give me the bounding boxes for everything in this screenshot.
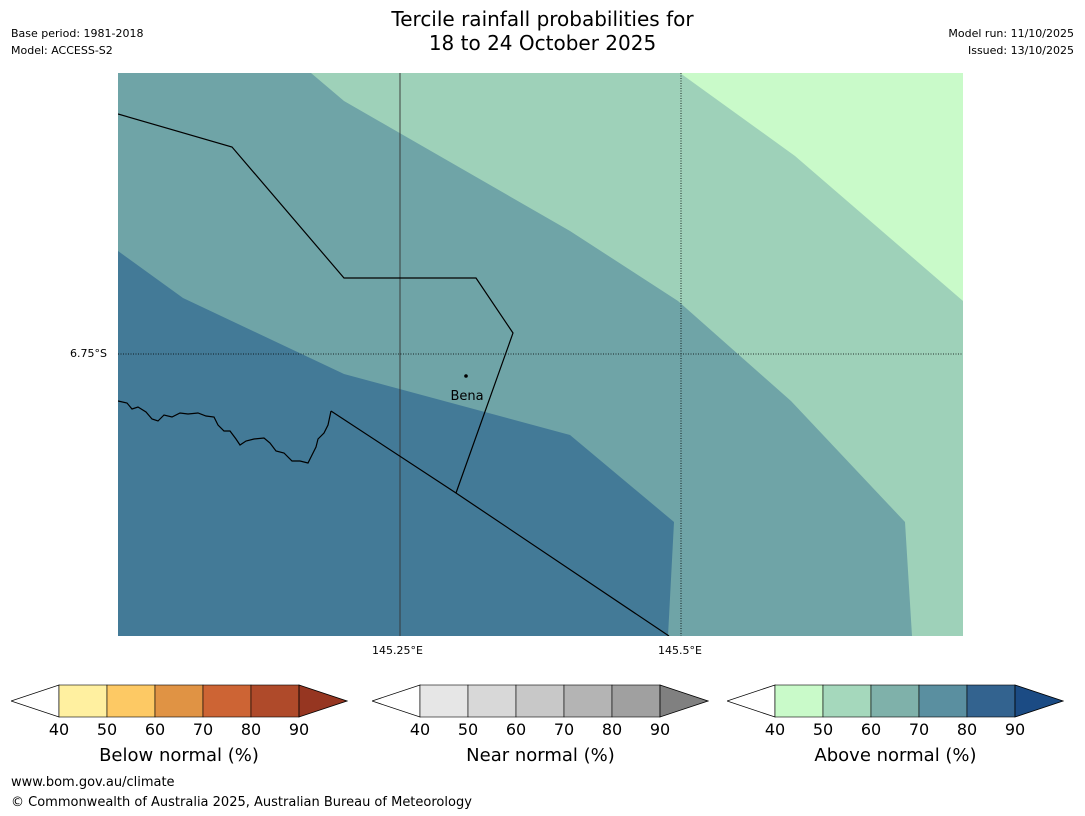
tick-70: 70 bbox=[908, 720, 930, 739]
footer-copyright: © Commonwealth of Australia 2025, Austra… bbox=[11, 795, 472, 810]
tick-90: 90 bbox=[649, 720, 671, 739]
colorbar-title: Below normal (%) bbox=[99, 745, 259, 766]
swatch-60-70 bbox=[870, 684, 920, 718]
tick-50: 50 bbox=[457, 720, 479, 739]
bena-marker[interactable] bbox=[464, 374, 468, 378]
tick-80: 80 bbox=[956, 720, 978, 739]
tick-40: 40 bbox=[764, 720, 786, 739]
tick-60: 60 bbox=[860, 720, 882, 739]
tick-40: 40 bbox=[48, 720, 70, 739]
forecast-map[interactable]: Bena bbox=[118, 73, 963, 636]
tick-50: 50 bbox=[812, 720, 834, 739]
swatch-70-80 bbox=[202, 684, 252, 718]
swatch-80-90 bbox=[611, 684, 661, 718]
title-line-2: 18 to 24 October 2025 bbox=[428, 31, 657, 55]
lon-label-1: 145.25°E bbox=[372, 644, 423, 657]
model-text: Model: ACCESS-S2 bbox=[11, 44, 113, 57]
colorbar-min-extend bbox=[725, 684, 776, 718]
swatch-60-70 bbox=[515, 684, 565, 718]
colorbar-max-extend bbox=[298, 684, 349, 718]
colorbar-above-normal: 40 50 60 70 80 90 Above normal (%) bbox=[725, 684, 1065, 766]
title-line-1: Tercile rainfall probabilities for bbox=[391, 7, 694, 31]
coastline bbox=[118, 400, 332, 464]
lat-label: 6.75°S bbox=[70, 347, 107, 360]
colorbar-below-swatches bbox=[9, 684, 349, 718]
colorbar-max-extend bbox=[659, 684, 710, 718]
colorbar-min-extend bbox=[9, 684, 60, 718]
model-run-text: Model run: 11/10/2025 bbox=[948, 27, 1074, 40]
colorbar-title: Above normal (%) bbox=[814, 745, 977, 766]
colorbar-title: Near normal (%) bbox=[466, 745, 615, 766]
colorbar-near-swatches bbox=[370, 684, 710, 718]
province-boundary bbox=[118, 113, 514, 494]
colorbar-below-normal: 40 50 60 70 80 90 Below normal (%) bbox=[9, 684, 349, 766]
colorbar-max-extend bbox=[1014, 684, 1065, 718]
tick-80: 80 bbox=[240, 720, 262, 739]
header-left: Base period: 1981-2018 Model: ACCESS-S2 bbox=[11, 25, 143, 59]
tick-60: 60 bbox=[505, 720, 527, 739]
province-boundary-south bbox=[330, 410, 670, 636]
colorbar-near-normal: 40 50 60 70 80 90 Near normal (%) bbox=[370, 684, 710, 766]
swatch-80-90 bbox=[966, 684, 1016, 718]
lon-label-2: 145.5°E bbox=[658, 644, 702, 657]
swatch-40-50 bbox=[58, 684, 108, 718]
swatch-40-50 bbox=[774, 684, 824, 718]
tick-50: 50 bbox=[96, 720, 118, 739]
base-period-text: Base period: 1981-2018 bbox=[11, 27, 144, 40]
place-label-bena: Bena bbox=[450, 389, 483, 404]
issued-text: Issued: 13/10/2025 bbox=[967, 44, 1074, 57]
swatch-70-80 bbox=[563, 684, 613, 718]
swatch-80-90 bbox=[250, 684, 300, 718]
tick-90: 90 bbox=[288, 720, 310, 739]
swatch-60-70 bbox=[154, 684, 204, 718]
page-title: Tercile rainfall probabilities for 18 to… bbox=[0, 7, 1085, 55]
colorbar-above-swatches bbox=[725, 684, 1065, 718]
swatch-50-60 bbox=[106, 684, 156, 718]
colorbar-min-extend bbox=[370, 684, 421, 718]
header-right: Model run: 11/10/2025 Issued: 13/10/2025 bbox=[948, 25, 1074, 59]
swatch-40-50 bbox=[419, 684, 469, 718]
swatch-70-80 bbox=[918, 684, 968, 718]
swatch-50-60 bbox=[822, 684, 872, 718]
tick-80: 80 bbox=[601, 720, 623, 739]
zone-above-70-80 bbox=[118, 251, 674, 636]
footer-url[interactable]: www.bom.gov.au/climate bbox=[11, 775, 175, 790]
tick-70: 70 bbox=[192, 720, 214, 739]
tick-70: 70 bbox=[553, 720, 575, 739]
tick-40: 40 bbox=[409, 720, 431, 739]
swatch-50-60 bbox=[467, 684, 517, 718]
tick-90: 90 bbox=[1004, 720, 1026, 739]
tick-60: 60 bbox=[144, 720, 166, 739]
